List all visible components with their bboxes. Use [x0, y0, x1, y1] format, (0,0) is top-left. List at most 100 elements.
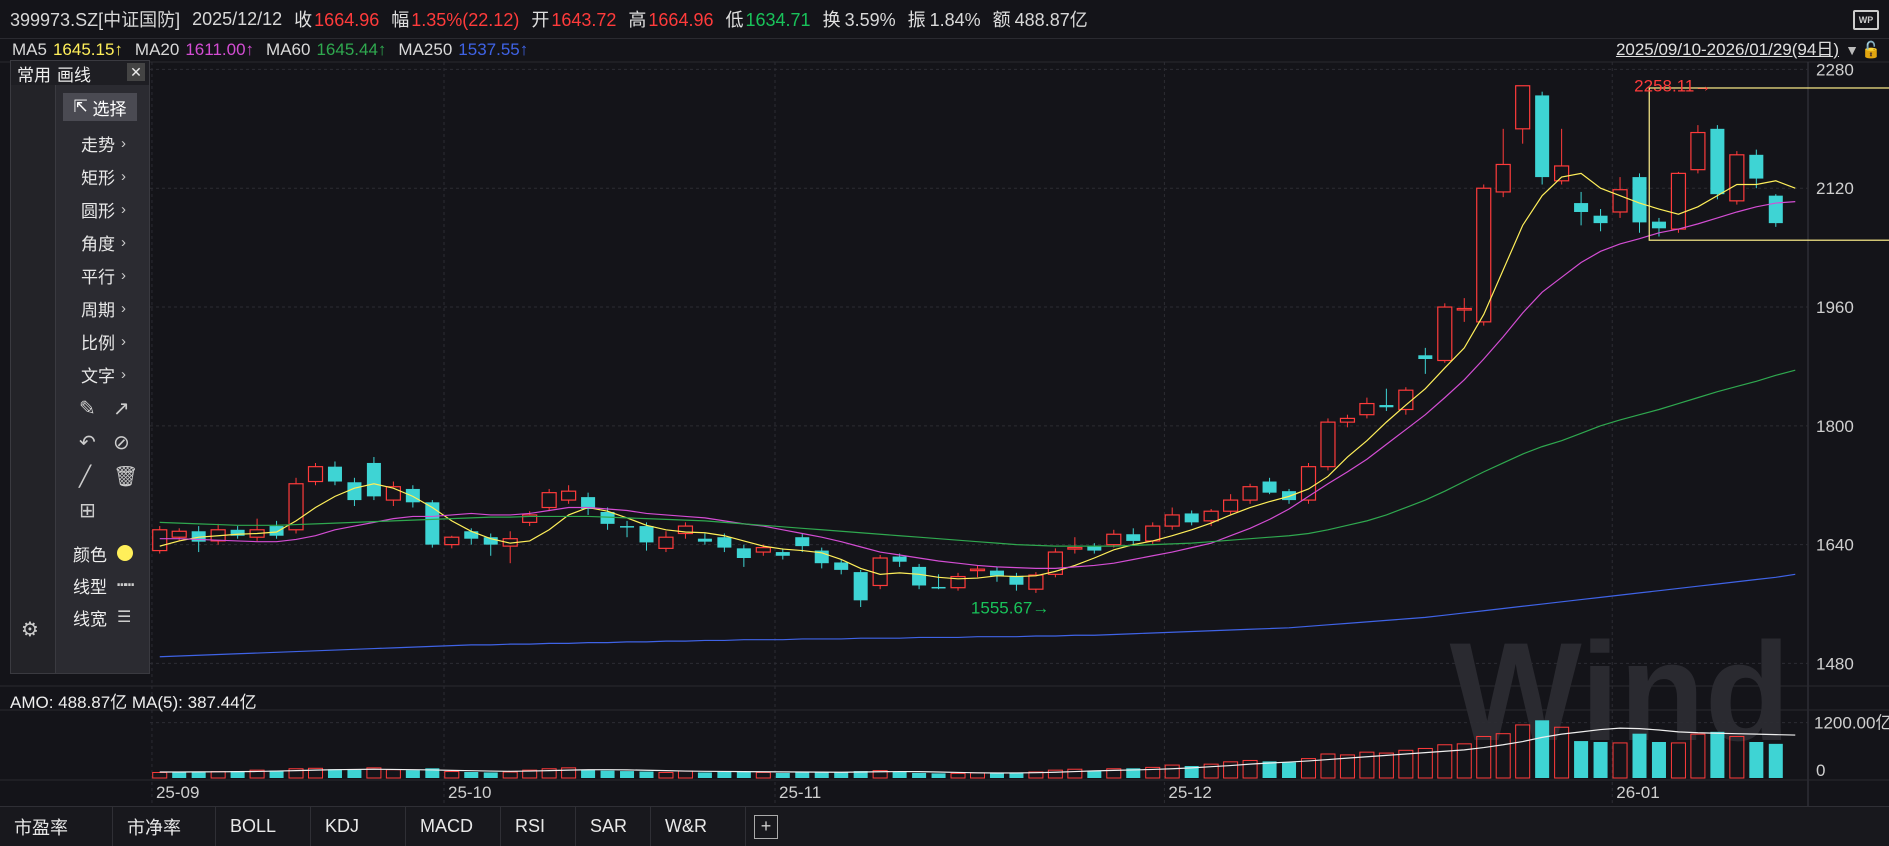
hide-icon[interactable]: ⊘ — [113, 431, 130, 454]
line-width-setting[interactable]: 线宽 ☰ — [63, 601, 147, 633]
arrow-icon[interactable]: ↗ — [113, 397, 130, 420]
price-tick-label: 1800 — [1816, 417, 1854, 436]
trash-icon[interactable]: 🗑 — [113, 465, 139, 488]
color-swatch[interactable] — [117, 545, 133, 561]
volume-bar — [1028, 771, 1044, 779]
color-setting[interactable]: 颜色 — [63, 537, 147, 569]
tab-boll[interactable]: BOLL — [216, 807, 311, 846]
volume-bar — [639, 771, 654, 778]
close-label: 收 — [294, 10, 313, 30]
tool-parallel[interactable]: 平行 › — [63, 259, 147, 292]
volume-bar — [697, 772, 712, 778]
tool-rectangle[interactable]: 矩形 › — [63, 160, 147, 193]
pencil-icon[interactable]: ✎ — [79, 397, 96, 420]
candle-body — [1574, 203, 1589, 212]
tool-circle[interactable]: 圆形 › — [63, 193, 147, 226]
ma-line-ma20 — [159, 200, 1796, 569]
line-type-setting[interactable]: 线型 ┅┅ — [63, 569, 147, 601]
volume-bar — [1106, 768, 1122, 779]
candle-body — [620, 526, 635, 528]
date-range[interactable]: 2025/09/10-2026/01/29(94日) — [1615, 40, 1839, 59]
tab-macd[interactable]: MACD — [406, 807, 501, 846]
volume-bar — [1670, 742, 1686, 779]
candle — [950, 572, 966, 591]
volume-bar — [989, 773, 1004, 778]
ma250-label[interactable]: MA250 — [398, 40, 453, 59]
tool-icon-row-2: ↶ ⊘ — [63, 425, 147, 459]
tool-parallel-label: 平行 — [81, 268, 115, 287]
tool-trend[interactable]: 走势 › — [63, 127, 147, 160]
tab-draw[interactable]: 画线 — [57, 65, 91, 85]
tab-common[interactable]: 常用 — [17, 65, 51, 85]
candle-body — [677, 525, 694, 535]
candle-body — [1009, 575, 1024, 585]
wallpaper-icon[interactable]: WP — [1853, 10, 1879, 30]
tab-pb[interactable]: 市净率 — [113, 807, 216, 846]
candle — [210, 523, 226, 545]
tab-kdj[interactable]: KDJ — [311, 807, 406, 846]
candle-body — [639, 526, 654, 543]
tab-sar[interactable]: SAR — [576, 807, 651, 846]
candle-body — [191, 531, 206, 542]
tool-ratio[interactable]: 比例 › — [63, 325, 147, 358]
candle — [872, 555, 888, 590]
tool-angle-label: 角度 — [81, 235, 115, 254]
volume-bar — [969, 772, 986, 779]
price-tick-label: 1960 — [1816, 298, 1854, 317]
tab-pe[interactable]: 市盈率 — [0, 807, 113, 846]
candle — [483, 533, 498, 556]
select-tool-label: 选择 — [92, 99, 127, 119]
candle-body — [1282, 491, 1297, 501]
volume-bar — [1359, 751, 1375, 779]
ma60-label[interactable]: MA60 — [266, 40, 311, 59]
price-tick-label: 2280 — [1816, 60, 1854, 79]
close-icon[interactable]: ✕ — [127, 63, 145, 81]
candle-body — [444, 536, 460, 546]
candle-body — [834, 562, 849, 570]
candle — [1300, 462, 1317, 504]
amplitude-value: 1.84% — [929, 10, 981, 30]
candle-body — [1145, 525, 1161, 542]
candle — [1515, 85, 1531, 144]
tool-angle[interactable]: 角度 › — [63, 226, 147, 259]
candle — [1223, 494, 1239, 515]
candle-body — [950, 575, 966, 589]
tool-period[interactable]: 周期 › — [63, 292, 147, 325]
ma5-label[interactable]: MA5 — [12, 40, 47, 59]
volume-bar — [1067, 768, 1083, 779]
candle-body — [152, 529, 168, 552]
volume-ma-line — [159, 727, 1796, 774]
candle — [1690, 125, 1706, 174]
price-tick-label: 1480 — [1816, 654, 1854, 673]
candle — [366, 457, 381, 501]
candle — [1087, 543, 1102, 554]
candle-body — [561, 490, 577, 501]
change-label: 幅 — [391, 10, 410, 30]
select-tool-button[interactable]: ⇱ 选择 — [63, 93, 137, 121]
quote-date: 2025/12/12 — [192, 8, 283, 29]
volume-tick-label: 0 — [1816, 761, 1825, 780]
undo-icon[interactable]: ↶ — [79, 431, 96, 454]
volume-bar — [1749, 742, 1764, 778]
tab-wr[interactable]: W&R — [651, 807, 746, 846]
lock-icon[interactable]: 🔓 — [1861, 42, 1881, 59]
volume-bar — [658, 771, 674, 779]
ma20-label[interactable]: MA20 — [134, 40, 180, 59]
tab-rsi[interactable]: RSI — [501, 807, 576, 846]
security-code[interactable]: 399973.SZ[中证国防] — [10, 10, 181, 30]
candle-body — [307, 466, 324, 483]
brush-icon[interactable]: ╱ — [79, 465, 92, 488]
add-indicator-icon[interactable]: + — [754, 814, 778, 839]
volume-bars — [152, 720, 1783, 779]
range-dropdown-icon[interactable]: ▼ — [1845, 42, 1859, 58]
volume-bar — [210, 771, 226, 779]
volume-bar — [249, 769, 265, 779]
volume-bar — [1574, 741, 1589, 778]
tool-text[interactable]: 文字 › — [63, 358, 147, 391]
candle-body — [755, 547, 771, 553]
stamp-icon[interactable]: ⊞ — [79, 499, 96, 522]
chevron-right-icon: › — [121, 135, 126, 152]
candle — [1418, 347, 1433, 374]
gear-icon[interactable]: ⚙ — [21, 619, 39, 641]
